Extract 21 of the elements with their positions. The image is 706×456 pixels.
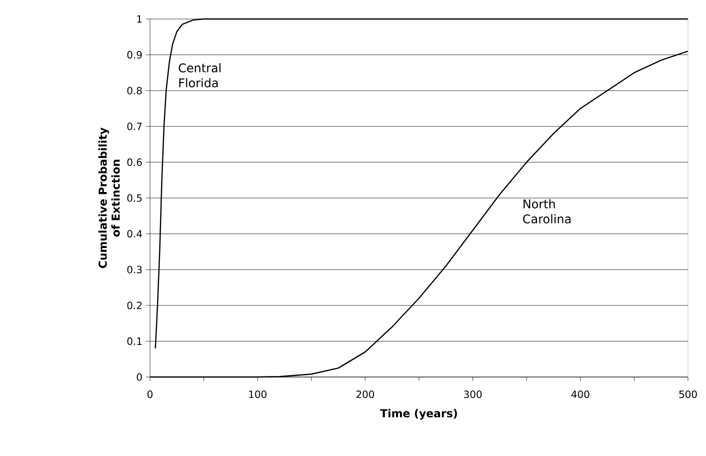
y-tick-label: 0.4	[127, 230, 142, 238]
x-tick-label: 200	[356, 390, 374, 398]
x-axis-title: Time (years)	[380, 408, 457, 420]
y-tick-label: 0.2	[127, 302, 142, 310]
y-tick-label: 0.5	[127, 194, 142, 202]
x-tick-label: 300	[464, 390, 482, 398]
y-tick-label: 0.6	[127, 158, 142, 166]
y-axis-title: Cumulative Probability of Extinction	[98, 128, 120, 268]
y-tick-label: 0	[136, 373, 142, 381]
y-tick-label: 0.7	[127, 122, 142, 130]
y-tick-label: 0.9	[127, 51, 142, 59]
y-tick-label: 0.3	[127, 266, 142, 274]
y-tick-label: 1	[137, 15, 142, 23]
y-tick-label: 0.8	[127, 86, 142, 94]
x-tick-label: 0	[147, 390, 153, 398]
x-tick-label: 400	[571, 390, 590, 398]
series-label: Central Florida	[178, 63, 221, 88]
x-tick-label: 100	[249, 390, 266, 398]
series-label: North Carolina	[523, 199, 571, 224]
y-tick-label: 0.1	[127, 337, 142, 345]
x-tick-label: 500	[679, 390, 697, 398]
